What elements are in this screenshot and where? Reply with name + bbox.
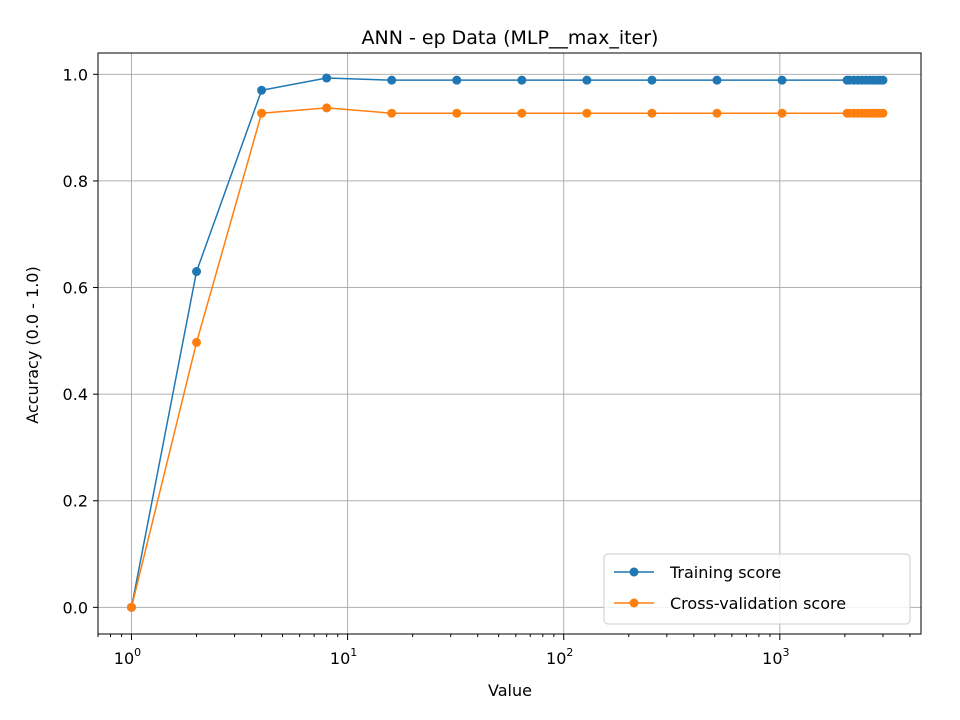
data-point [647, 108, 657, 118]
data-point [878, 75, 888, 85]
legend-marker-cross-validation [629, 598, 639, 608]
data-point [777, 108, 787, 118]
legend-label-training: Training score [669, 563, 781, 582]
x-tick-exponent: 0 [134, 646, 141, 659]
chart-title: ANN - ep Data (MLP__max_iter) [362, 27, 659, 49]
series-1 [126, 103, 888, 612]
y-tick-label: 1.0 [63, 65, 88, 84]
legend: Training score Cross-validation score [603, 553, 911, 625]
x-tick-exponent: 3 [783, 646, 790, 659]
data-point [126, 602, 136, 612]
x-tick-exponent: 2 [566, 646, 573, 659]
grid-lines [98, 53, 921, 634]
plot-frame [97, 52, 922, 635]
data-point [387, 108, 397, 118]
data-point [647, 75, 657, 85]
data-point [517, 108, 527, 118]
data-point [712, 75, 722, 85]
legend-box [603, 553, 911, 625]
data-point [452, 75, 462, 85]
y-tick-label: 0.2 [63, 492, 88, 511]
x-axis-label: Value [488, 681, 532, 700]
x-tick-base: 10 [330, 649, 350, 668]
x-tick-label: 103 [762, 646, 789, 668]
y-tick-label: 0.8 [63, 172, 88, 191]
data-point [322, 103, 332, 113]
data-point [777, 75, 787, 85]
data-point [517, 75, 527, 85]
y-tick-label: 0.6 [63, 279, 88, 298]
x-tick-base: 10 [546, 649, 566, 668]
data-point [192, 267, 202, 277]
x-tick-label: 101 [330, 646, 357, 668]
y-tick-label: 0.0 [63, 598, 88, 617]
x-tick-exponent: 1 [350, 646, 357, 659]
y-axis-label: Accuracy (0.0 - 1.0) [23, 266, 42, 423]
data-point [582, 75, 592, 85]
data-point [257, 108, 267, 118]
legend-label-cross-validation: Cross-validation score [670, 594, 846, 613]
data-point [322, 73, 332, 83]
x-tick-base: 10 [762, 649, 782, 668]
x-tick-label: 102 [546, 646, 573, 668]
data-point [257, 85, 267, 95]
y-tick-label: 0.4 [63, 385, 88, 404]
x-tick-label: 100 [114, 646, 141, 668]
data-point [452, 108, 462, 118]
data-point [582, 108, 592, 118]
data-point [712, 108, 722, 118]
series-0 [126, 73, 888, 612]
data-point [878, 108, 888, 118]
data-point [387, 75, 397, 85]
data-point [192, 337, 202, 347]
series-layer [126, 73, 888, 612]
x-tick-base: 10 [114, 649, 134, 668]
legend-marker-training [629, 567, 639, 577]
